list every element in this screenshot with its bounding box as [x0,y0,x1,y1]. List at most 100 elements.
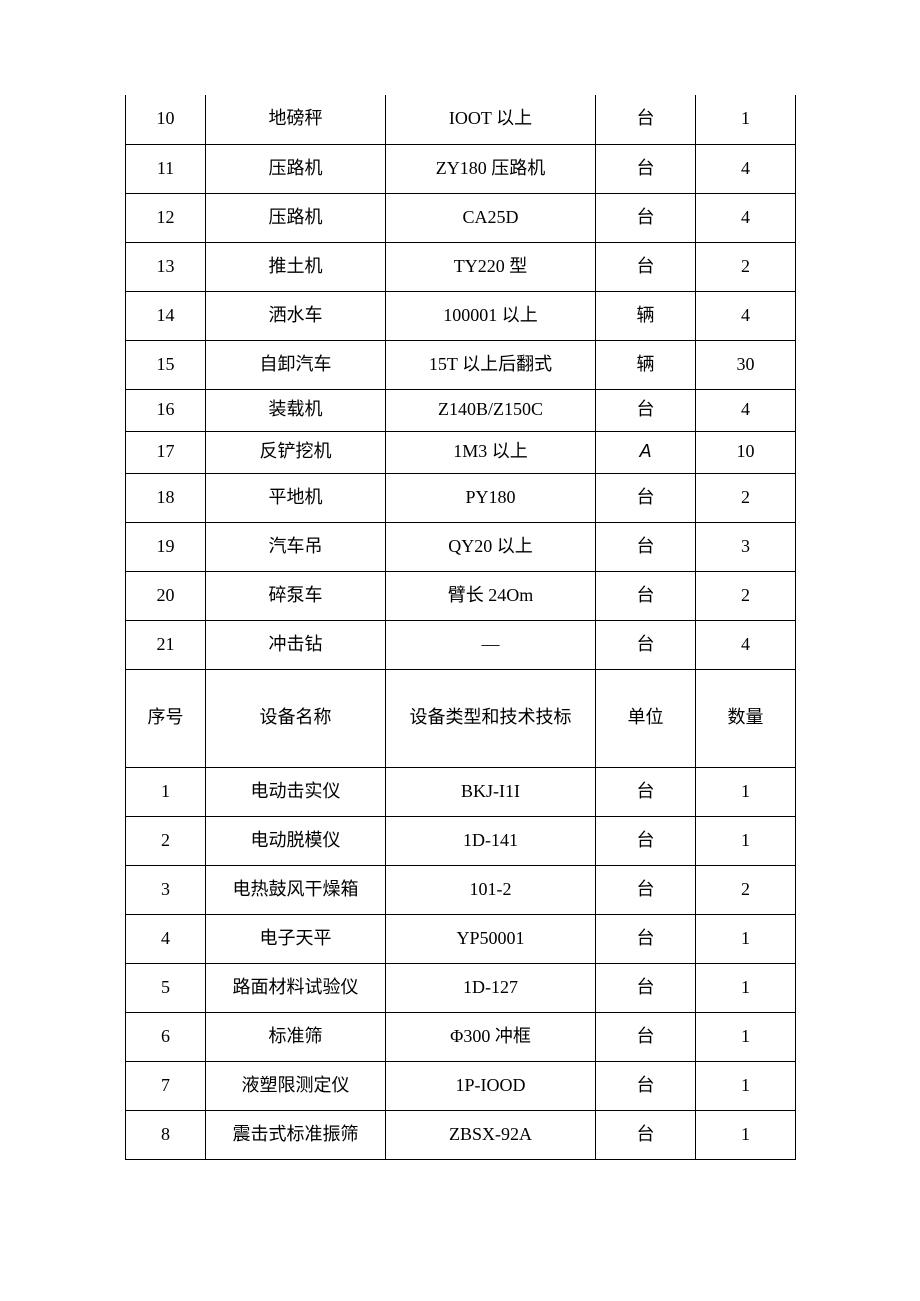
seq-cell: 8 [126,1110,206,1159]
spec-cell: Φ300 冲框 [386,1012,596,1061]
seq-cell: 12 [126,193,206,242]
qty-cell: 1 [696,816,796,865]
table-row: 7 液塑限测定仪 1P-IOOD 台 1 [126,1061,796,1110]
table-row: 17 反铲挖机 1M3 以上 A 10 [126,431,796,473]
seq-cell: 10 [126,95,206,144]
spec-cell: 1M3 以上 [386,431,596,473]
qty-cell: 3 [696,522,796,571]
name-cell: 电子天平 [206,914,386,963]
table-row: 6 标准筛 Φ300 冲框 台 1 [126,1012,796,1061]
name-cell: 压路机 [206,193,386,242]
unit-cell: 台 [596,1012,696,1061]
unit-cell: 台 [596,914,696,963]
qty-cell: 1 [696,95,796,144]
equipment-table: 10 地磅秤 IOOT 以上 台 1 11 压路机 ZY180 压路机 台 4 … [125,95,796,1160]
seq-cell: 6 [126,1012,206,1061]
spec-cell: YP50001 [386,914,596,963]
table-row: 12 压路机 CA25D 台 4 [126,193,796,242]
table-row: 20 碎泵车 臂长 24Om 台 2 [126,571,796,620]
spec-cell: 1P-IOOD [386,1061,596,1110]
table-row: 21 冲击钻 — 台 4 [126,620,796,669]
spec-cell: 100001 以上 [386,291,596,340]
name-cell: 路面材料试验仪 [206,963,386,1012]
name-cell: 电动脱模仪 [206,816,386,865]
name-cell: 液塑限测定仪 [206,1061,386,1110]
name-cell: 洒水车 [206,291,386,340]
spec-cell: 101-2 [386,865,596,914]
spec-cell: IOOT 以上 [386,95,596,144]
unit-cell: 台 [596,767,696,816]
qty-cell: 4 [696,620,796,669]
spec-cell: 臂长 24Om [386,571,596,620]
header-name: 设备名称 [206,669,386,767]
seq-cell: 7 [126,1061,206,1110]
spec-cell: CA25D [386,193,596,242]
table-row: 15 自卸汽车 15T 以上后翻式 辆 30 [126,340,796,389]
spec-cell: 1D-141 [386,816,596,865]
table-row: 1 电动击实仪 BKJ-I1I 台 1 [126,767,796,816]
table-row: 14 洒水车 100001 以上 辆 4 [126,291,796,340]
qty-cell: 30 [696,340,796,389]
spec-cell: 1D-127 [386,963,596,1012]
unit-cell: 辆 [596,340,696,389]
seq-cell: 2 [126,816,206,865]
qty-cell: 10 [696,431,796,473]
unit-cell: 台 [596,571,696,620]
table-row: 2 电动脱模仪 1D-141 台 1 [126,816,796,865]
name-cell: 标准筛 [206,1012,386,1061]
unit-cell: 辆 [596,291,696,340]
spec-cell: 15T 以上后翻式 [386,340,596,389]
name-cell: 推土机 [206,242,386,291]
name-cell: 平地机 [206,473,386,522]
name-cell: 装载机 [206,389,386,431]
table-row: 4 电子天平 YP50001 台 1 [126,914,796,963]
seq-cell: 18 [126,473,206,522]
name-cell: 震击式标准振筛 [206,1110,386,1159]
unit-cell: 台 [596,620,696,669]
name-cell: 压路机 [206,144,386,193]
qty-cell: 1 [696,1061,796,1110]
name-cell: 冲击钻 [206,620,386,669]
qty-cell: 4 [696,389,796,431]
header-unit: 单位 [596,669,696,767]
qty-cell: 1 [696,1110,796,1159]
seq-cell: 16 [126,389,206,431]
seq-cell: 21 [126,620,206,669]
unit-cell: A [596,431,696,473]
unit-cell: 台 [596,473,696,522]
table-row: 11 压路机 ZY180 压路机 台 4 [126,144,796,193]
name-cell: 反铲挖机 [206,431,386,473]
table-row: 5 路面材料试验仪 1D-127 台 1 [126,963,796,1012]
seq-cell: 5 [126,963,206,1012]
seq-cell: 4 [126,914,206,963]
spec-cell: Z140B/Z150C [386,389,596,431]
name-cell: 自卸汽车 [206,340,386,389]
table-row: 10 地磅秤 IOOT 以上 台 1 [126,95,796,144]
name-cell: 电热鼓风干燥箱 [206,865,386,914]
table-row: 18 平地机 PY180 台 2 [126,473,796,522]
qty-cell: 1 [696,914,796,963]
unit-cell: 台 [596,1061,696,1110]
header-seq: 序号 [126,669,206,767]
equipment-table-container: 10 地磅秤 IOOT 以上 台 1 11 压路机 ZY180 压路机 台 4 … [125,95,795,1160]
unit-cell: 台 [596,816,696,865]
unit-cell: 台 [596,95,696,144]
qty-cell: 2 [696,571,796,620]
name-cell: 碎泵车 [206,571,386,620]
name-cell: 地磅秤 [206,95,386,144]
header-spec: 设备类型和技术技标 [386,669,596,767]
qty-cell: 2 [696,473,796,522]
unit-cell: 台 [596,963,696,1012]
qty-cell: 2 [696,242,796,291]
spec-cell: TY220 型 [386,242,596,291]
unit-cell: 台 [596,389,696,431]
spec-cell: ZY180 压路机 [386,144,596,193]
seq-cell: 13 [126,242,206,291]
table-header-row: 序号 设备名称 设备类型和技术技标 单位 数量 [126,669,796,767]
qty-cell: 4 [696,193,796,242]
seq-cell: 20 [126,571,206,620]
table-row: 19 汽车吊 QY20 以上 台 3 [126,522,796,571]
name-cell: 电动击实仪 [206,767,386,816]
unit-cell: 台 [596,865,696,914]
qty-cell: 4 [696,144,796,193]
